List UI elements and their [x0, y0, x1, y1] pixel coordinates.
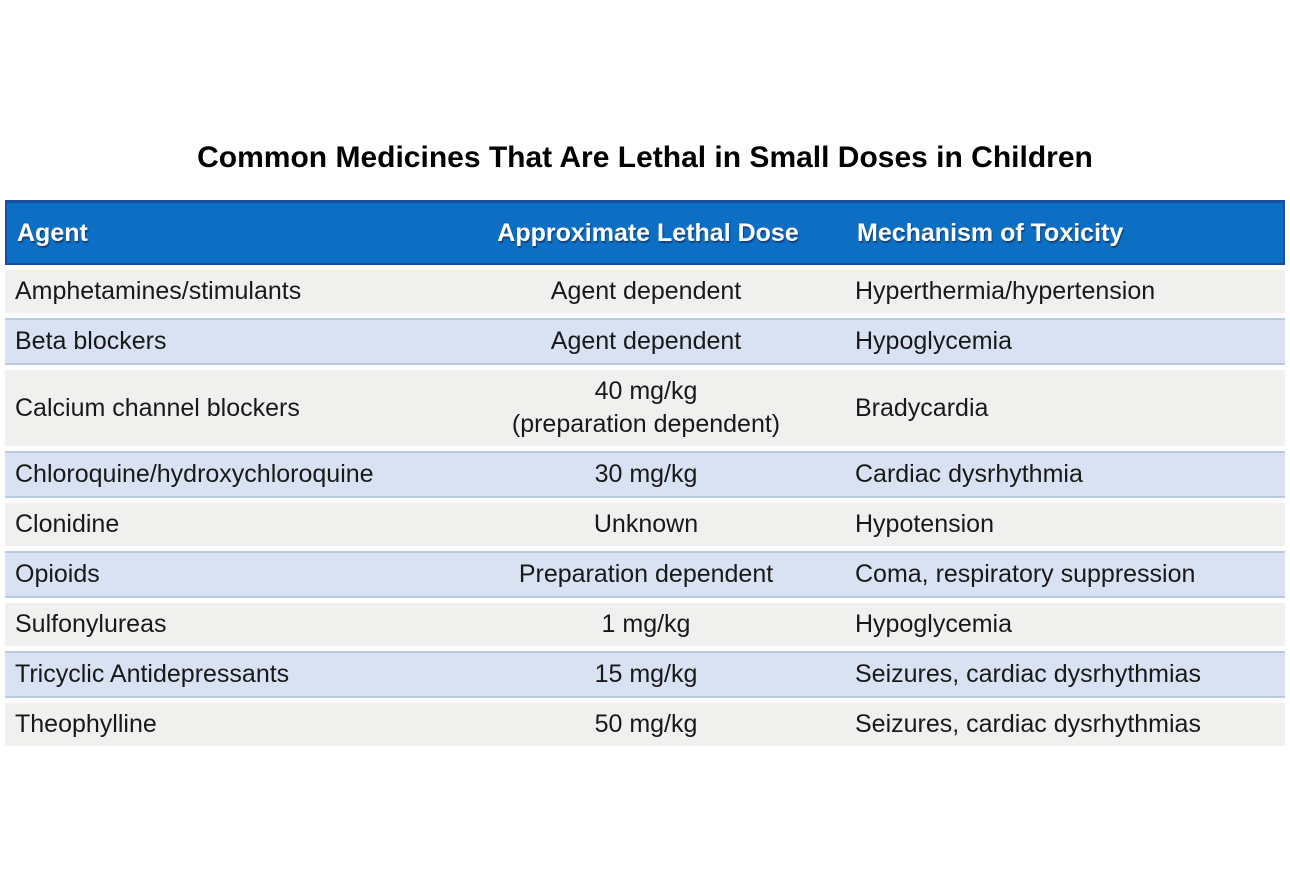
cell-dose-line1: 1 mg/kg	[601, 610, 691, 638]
cell-dose-line1: Agent dependent	[550, 277, 742, 305]
table-row: Opioids Preparation dependent Coma, resp…	[5, 551, 1285, 598]
column-header-dose: Approximate Lethal Dose	[497, 218, 799, 247]
table-row: Theophylline 50 mg/kg Seizures, cardiac …	[5, 703, 1285, 746]
cell-dose-line1: 50 mg/kg	[594, 710, 698, 738]
cell-dose-line1: Preparation dependent	[518, 560, 774, 588]
page-title: Common Medicines That Are Lethal in Smal…	[197, 141, 1093, 174]
cell-mechanism: Hypotension	[855, 510, 994, 538]
cell-mechanism: Cardiac dysrhythmia	[855, 460, 1083, 488]
cell-agent: Beta blockers	[15, 327, 167, 355]
table-row: Clonidine Unknown Hypotension	[5, 503, 1285, 546]
table-row: Sulfonylureas 1 mg/kg Hypoglycemia	[5, 603, 1285, 646]
table-row: Beta blockers Agent dependent Hypoglycem…	[5, 318, 1285, 365]
cell-agent: Clonidine	[15, 510, 120, 538]
cell-mechanism: Seizures, cardiac dysrhythmias	[855, 710, 1201, 738]
cell-dose: Agent dependent	[447, 325, 845, 358]
column-header-mechanism: Mechanism of Toxicity	[857, 218, 1124, 247]
cell-dose: 30 mg/kg	[447, 458, 845, 491]
cell-agent: Sulfonylureas	[15, 610, 167, 638]
cell-mechanism: Bradycardia	[855, 393, 989, 422]
cell-dose: 15 mg/kg	[447, 658, 845, 691]
cell-dose-line1: 30 mg/kg	[594, 460, 698, 488]
cell-mechanism: Coma, respiratory suppression	[855, 560, 1196, 588]
cell-dose-line1: 15 mg/kg	[594, 660, 698, 688]
cell-agent: Chloroquine/hydroxychloroquine	[15, 460, 374, 488]
cell-agent: Calcium channel blockers	[15, 393, 300, 422]
medicines-table: Agent Approximate Lethal Dose Mechanism …	[5, 200, 1285, 746]
table-row: Calcium channel blockers 40 mg/kg (prepa…	[5, 370, 1285, 446]
column-header-agent: Agent	[17, 218, 88, 247]
cell-mechanism: Seizures, cardiac dysrhythmias	[855, 660, 1201, 688]
table-row: Tricyclic Antidepressants 15 mg/kg Seizu…	[5, 651, 1285, 698]
cell-dose-line2: (preparation dependent)	[511, 410, 781, 438]
cell-dose: Preparation dependent	[447, 558, 845, 591]
cell-agent: Theophylline	[15, 710, 157, 738]
cell-mechanism: Hyperthermia/hypertension	[855, 277, 1156, 305]
cell-dose: 50 mg/kg	[447, 708, 845, 741]
cell-dose: 1 mg/kg	[447, 608, 845, 641]
table-row: Chloroquine/hydroxychloroquine 30 mg/kg …	[5, 451, 1285, 498]
cell-agent: Amphetamines/stimulants	[15, 277, 302, 305]
cell-mechanism: Hypoglycemia	[855, 610, 1013, 638]
cell-agent: Tricyclic Antidepressants	[15, 660, 290, 688]
cell-dose-line1: 40 mg/kg	[594, 377, 698, 405]
cell-dose: 40 mg/kg (preparation dependent)	[447, 375, 845, 441]
cell-dose-line1: Agent dependent	[550, 327, 742, 355]
cell-dose: Unknown	[447, 508, 845, 541]
table-header-row: Agent Approximate Lethal Dose Mechanism …	[5, 200, 1285, 265]
cell-mechanism: Hypoglycemia	[855, 327, 1013, 355]
cell-agent: Opioids	[15, 560, 100, 588]
cell-dose-line1: Unknown	[593, 510, 699, 538]
cell-dose: Agent dependent	[447, 275, 845, 308]
table-row: Amphetamines/stimulants Agent dependent …	[5, 270, 1285, 313]
